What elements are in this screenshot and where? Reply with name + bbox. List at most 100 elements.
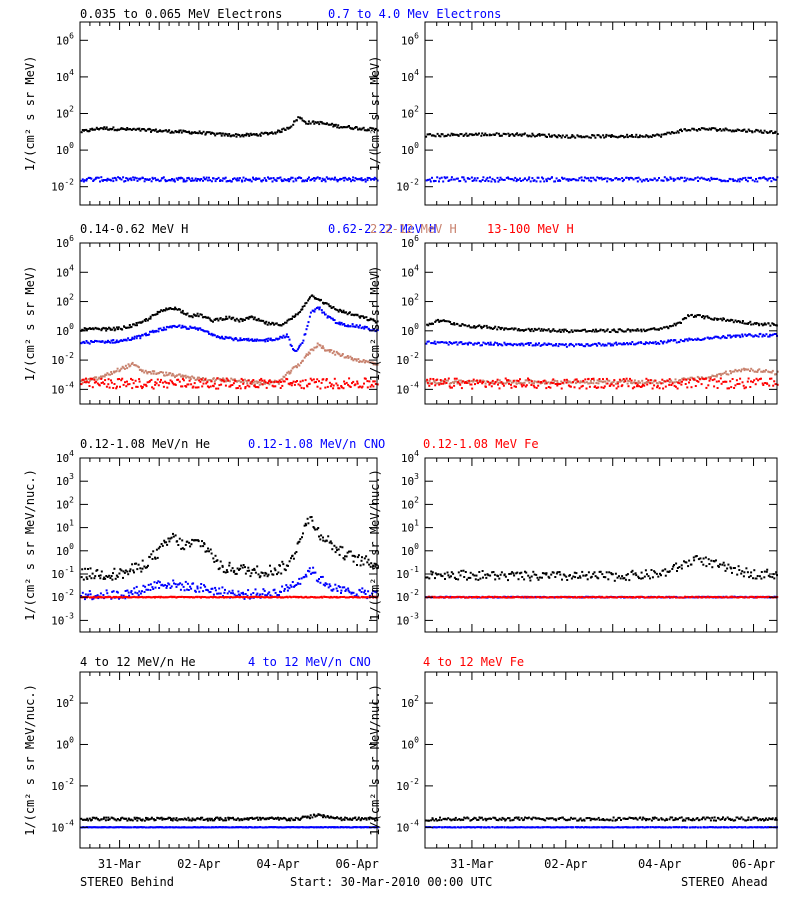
data-point [554, 596, 557, 599]
data-point [485, 596, 487, 599]
data-point [658, 387, 661, 390]
data-point [372, 363, 375, 366]
data-point [717, 129, 720, 132]
data-point [707, 128, 710, 131]
data-point [612, 135, 614, 138]
data-point [229, 384, 232, 387]
data-point [345, 555, 348, 558]
data-point [344, 176, 347, 179]
data-point [202, 377, 204, 379]
data-point [130, 128, 133, 131]
data-point [106, 177, 109, 180]
data-point [459, 133, 462, 136]
data-point [305, 328, 308, 331]
data-point [134, 596, 137, 599]
data-point [165, 541, 168, 544]
data-point [182, 375, 185, 378]
data-point [126, 177, 129, 180]
data-point [131, 378, 134, 381]
data-point [111, 177, 114, 180]
data-point [138, 590, 141, 593]
data-point [650, 342, 653, 344]
data-point [711, 127, 713, 130]
data-point [181, 385, 184, 388]
data-point [283, 588, 286, 590]
data-point [756, 575, 759, 577]
data-point [522, 384, 525, 387]
data-point [434, 596, 437, 599]
data-point [136, 365, 139, 368]
data-point [207, 379, 210, 382]
data-point [164, 584, 167, 587]
data-point [281, 585, 284, 588]
data-point [343, 380, 346, 383]
data-point [668, 383, 671, 386]
data-point [760, 577, 763, 580]
data-point [332, 387, 335, 390]
data-point [282, 596, 285, 599]
data-point [700, 339, 703, 341]
data-point [296, 313, 299, 316]
data-point [738, 129, 741, 132]
data-point [159, 381, 162, 383]
data-point [152, 596, 155, 598]
data-point [98, 376, 101, 379]
data-point [304, 522, 307, 525]
data-point [345, 311, 348, 314]
data-point [769, 333, 772, 336]
data-point [677, 381, 680, 384]
data-point [370, 178, 373, 181]
data-point [111, 596, 114, 599]
data-point [712, 177, 715, 180]
data-point [151, 586, 154, 589]
data-point [122, 576, 124, 579]
data-point [483, 596, 486, 599]
data-point [305, 524, 308, 527]
data-point [724, 336, 727, 339]
data-point [336, 322, 339, 325]
data-point [554, 344, 557, 347]
data-point [557, 134, 560, 137]
data-point [610, 135, 612, 138]
data-point [115, 179, 118, 182]
data-point [579, 596, 582, 599]
data-point [155, 548, 158, 551]
data-point [463, 576, 466, 578]
data-point [609, 384, 612, 387]
data-point [358, 177, 361, 180]
data-point [136, 324, 138, 327]
data-point [185, 179, 188, 182]
data-point [615, 135, 618, 138]
data-point [283, 178, 286, 181]
data-point [654, 379, 657, 382]
data-point [467, 576, 470, 579]
data-point [495, 132, 498, 135]
data-point [256, 319, 258, 322]
data-point [200, 178, 203, 180]
data-point [444, 320, 446, 323]
data-point [488, 133, 491, 136]
data-point [316, 528, 319, 531]
data-point [262, 132, 265, 135]
data-point [260, 131, 263, 134]
data-point [520, 180, 523, 182]
data-point [584, 345, 587, 348]
data-point [190, 587, 193, 590]
data-point [217, 132, 220, 135]
data-point [206, 179, 209, 182]
data-point [348, 125, 350, 127]
data-point [444, 578, 446, 580]
data-point [306, 179, 308, 182]
data-point [565, 575, 568, 578]
data-point [550, 135, 553, 138]
data-point [663, 340, 666, 343]
data-point [369, 329, 372, 332]
data-point [178, 176, 180, 179]
data-point [247, 566, 250, 569]
data-point [525, 342, 528, 345]
data-point [313, 381, 316, 384]
data-point [83, 342, 86, 344]
data-point [513, 343, 516, 346]
data-point [612, 344, 615, 347]
data-point [444, 596, 447, 599]
